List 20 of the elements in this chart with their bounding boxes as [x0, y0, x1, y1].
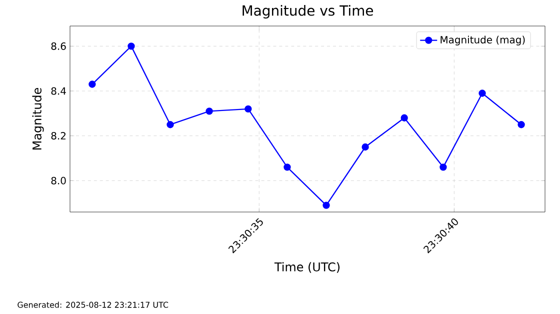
y-tick-label: 8.6	[51, 42, 66, 50]
point	[518, 121, 525, 128]
point	[478, 90, 486, 97]
x-axis-title: Time (UTC)	[274, 262, 340, 273]
point	[244, 105, 252, 113]
point	[206, 108, 213, 115]
point	[166, 121, 174, 128]
point	[284, 164, 291, 171]
y-axis-title: Magnitude	[32, 88, 44, 150]
point	[88, 80, 96, 88]
y-tick-label: 8.4	[51, 87, 66, 95]
chart-title: Magnitude vs Time	[242, 5, 374, 19]
y-tick-label: 8.0	[51, 176, 66, 184]
point	[440, 164, 447, 171]
point	[400, 114, 408, 122]
legend-label: Magnitude (mag)	[440, 36, 525, 46]
point	[128, 42, 135, 50]
point	[362, 143, 369, 151]
point	[322, 202, 330, 209]
y-tick-label: 8.2	[51, 132, 66, 140]
